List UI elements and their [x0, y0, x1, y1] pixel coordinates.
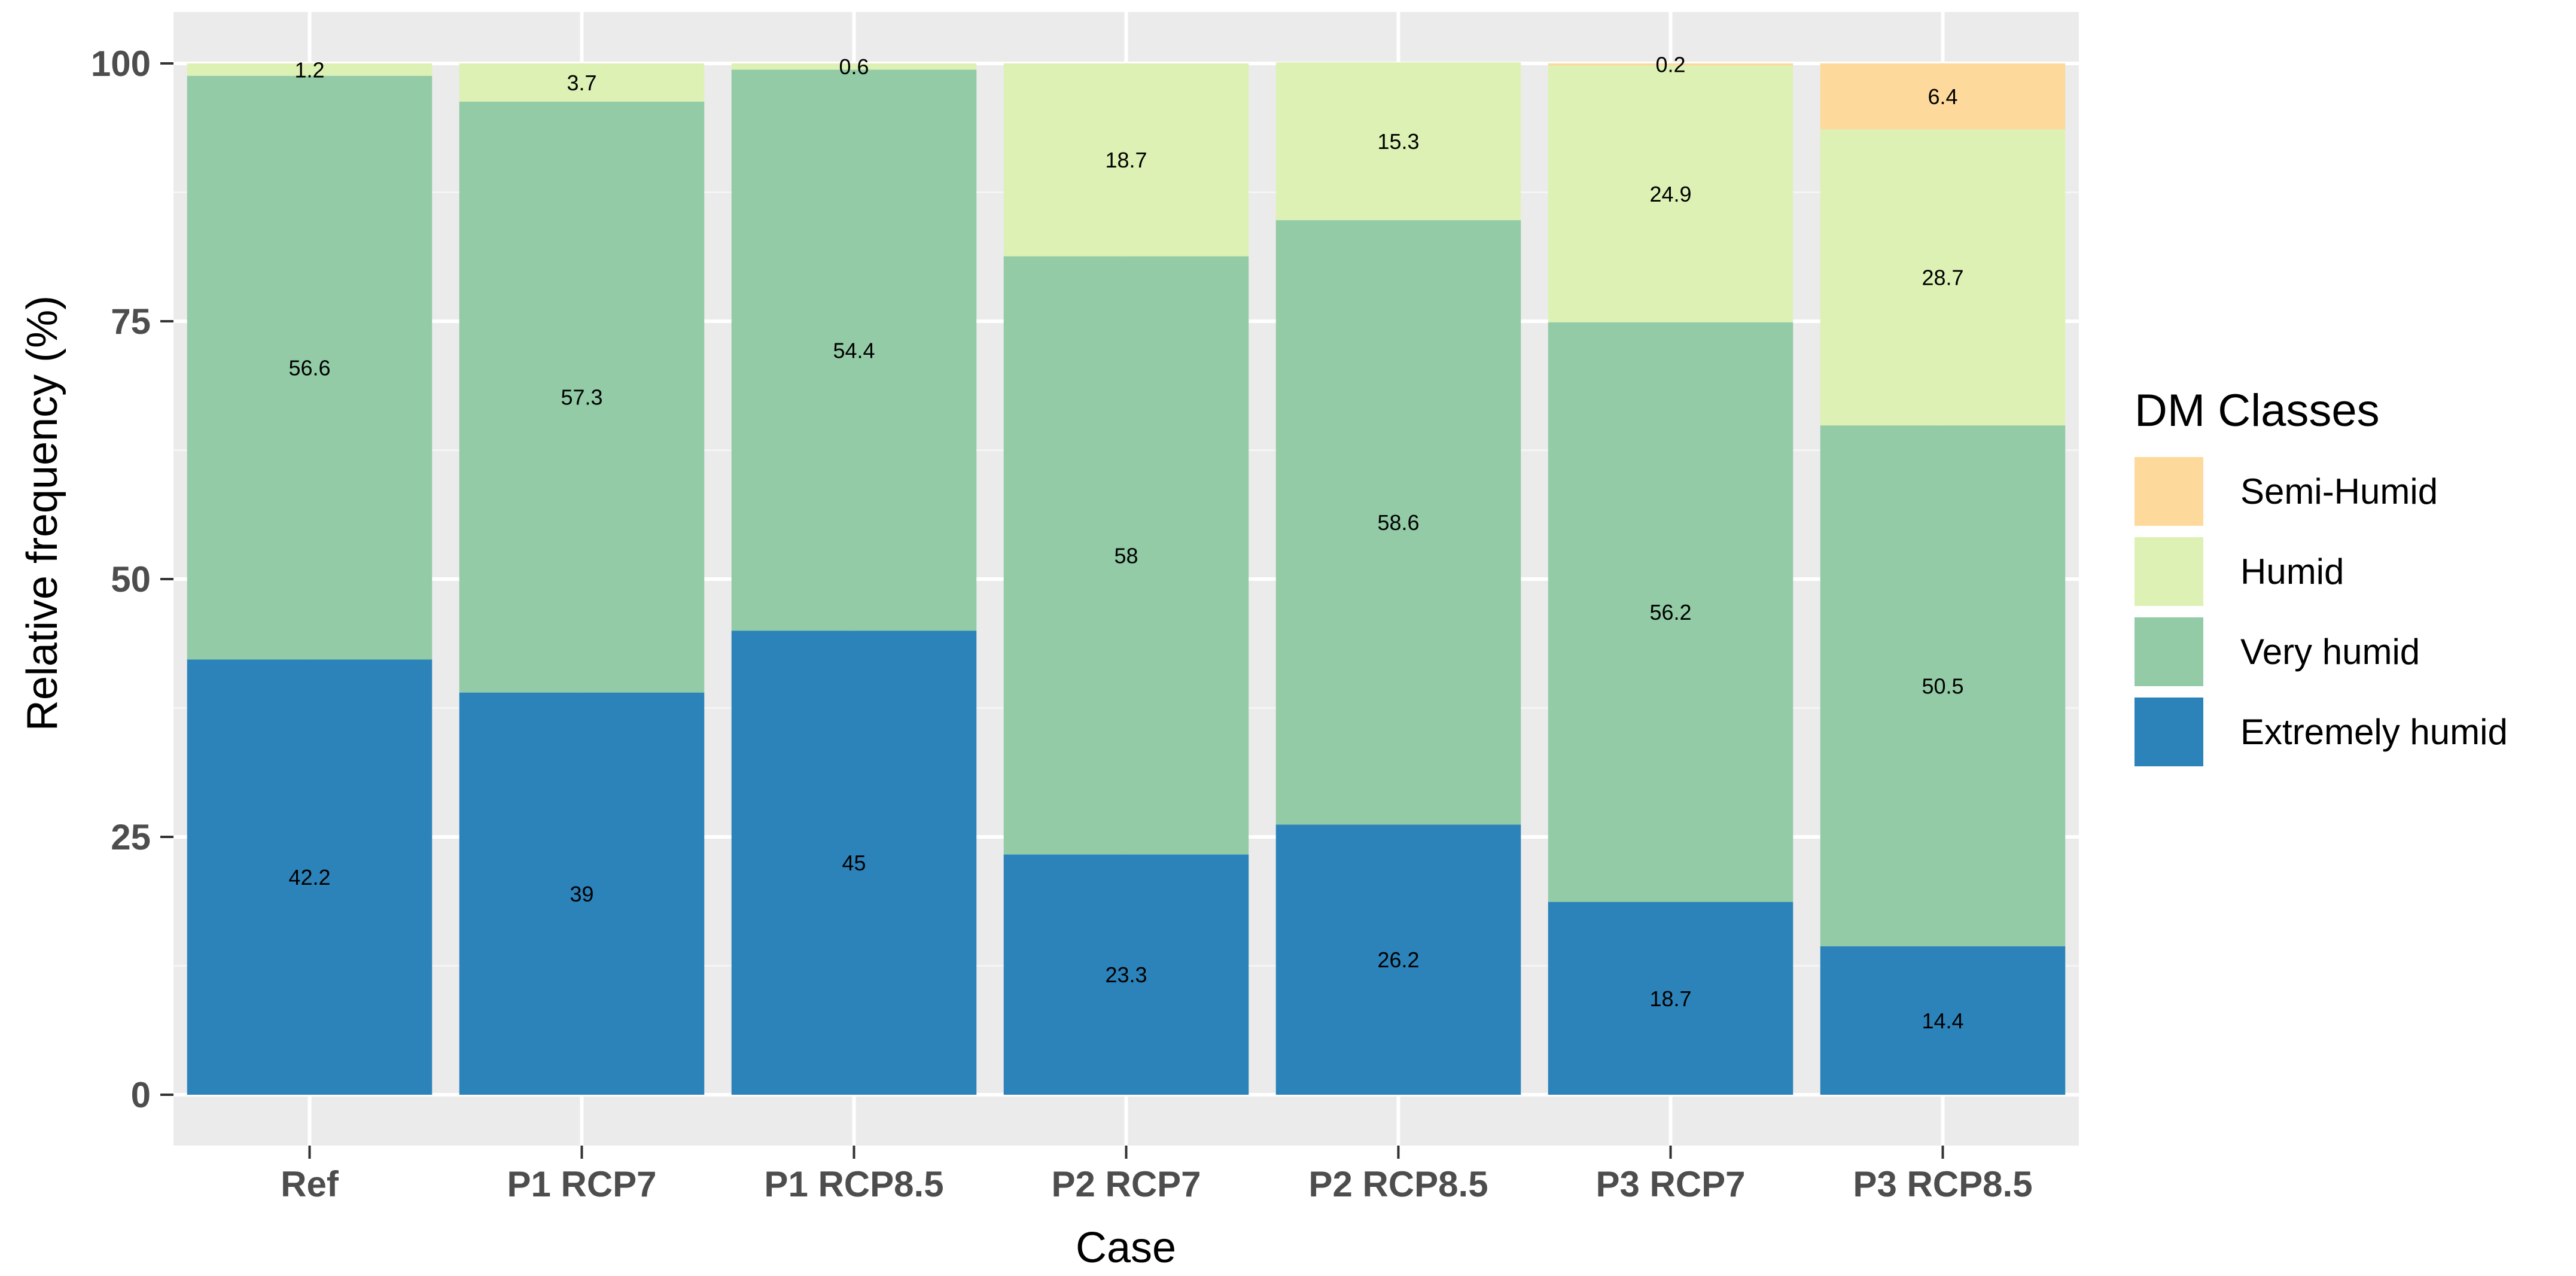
- y-axis-title: Relative frequency (%): [19, 296, 66, 731]
- x-tick-label: Ref: [281, 1164, 339, 1204]
- bar-value-label: 28.7: [1922, 266, 1963, 290]
- bar-segment: [459, 101, 705, 693]
- bar-segment: [731, 63, 977, 70]
- y-tick-label: 25: [111, 817, 151, 857]
- legend-label: Semi-Humid: [2240, 471, 2438, 511]
- y-tick-label: 75: [111, 302, 151, 342]
- legend-title: DM Classes: [2135, 385, 2380, 436]
- bar-segment: [1275, 220, 1521, 825]
- bar-segment: [1820, 63, 2066, 130]
- x-tick-label: P2 RCP8.5: [1308, 1164, 1488, 1204]
- legend-swatch: [2135, 617, 2203, 686]
- bar-segment: [1820, 946, 2066, 1095]
- bar-value-label: 18.7: [1649, 986, 1691, 1011]
- y-axis: 0 25 50 75 100: [91, 44, 173, 1115]
- x-tick-label: P1 RCP8.5: [764, 1164, 943, 1204]
- bar-segment: [187, 63, 433, 76]
- bar-segment: [187, 659, 433, 1095]
- bar-value-label: 0.6: [839, 54, 869, 79]
- bars: [187, 62, 2066, 1095]
- legend-swatch: [2135, 698, 2203, 766]
- y-tick-label: 100: [91, 44, 151, 84]
- bar-value-label: 54.4: [833, 338, 875, 363]
- bar-segment: [459, 692, 705, 1095]
- bar-segment: [1548, 902, 1794, 1095]
- bar-segment: [731, 631, 977, 1095]
- bar-value-label: 6.4: [1928, 84, 1957, 109]
- x-tick-label: P3 RCP7: [1595, 1164, 1745, 1204]
- bar-value-label: 26.2: [1377, 948, 1419, 972]
- bar-value-label: 0.2: [1655, 53, 1685, 77]
- bar-segment: [1275, 824, 1521, 1095]
- x-axis: Ref P1 RCP7 P1 RCP8.5 P2 RCP7 P2 RCP8.5 P3 RC…: [281, 1146, 2033, 1204]
- x-axis-title: Case: [1076, 1224, 1176, 1272]
- bar-value-label: 58: [1114, 543, 1138, 568]
- bar-segment: [1548, 65, 1794, 322]
- legend-label: Humid: [2240, 552, 2344, 592]
- bar-value-label: 15.3: [1377, 129, 1419, 154]
- bar-value-label: 45: [842, 851, 866, 875]
- x-tick-label: P1 RCP7: [507, 1164, 656, 1204]
- legend-label: Very humid: [2240, 632, 2420, 672]
- bar-data-labels: 42.2 56.6 1.2 39 57.3 3.7 45 54.4 0.6 23.3 58 18.7 2…: [288, 53, 1963, 1033]
- bar-segment: [1003, 854, 1249, 1095]
- bar-segment: [731, 69, 977, 631]
- bar-value-label: 14.4: [1922, 1009, 1963, 1033]
- bar-segment: [187, 75, 433, 660]
- bar-value-label: 24.9: [1649, 182, 1691, 206]
- legend: DM Classes Semi-Humid Humid Very humid Extr…: [2135, 385, 2508, 766]
- x-tick-label: P2 RCP7: [1051, 1164, 1201, 1204]
- bar-value-label: 18.7: [1105, 148, 1147, 172]
- bar-segment: [459, 63, 705, 102]
- bar-segment: [1548, 63, 1794, 66]
- bar-value-label: 39: [570, 882, 593, 906]
- bar-segment: [1003, 63, 1249, 257]
- bar-segment: [1275, 62, 1521, 221]
- bar-value-label: 50.5: [1922, 674, 1963, 698]
- x-tick-label: P3 RCP8.5: [1853, 1164, 2032, 1204]
- bar-value-label: 1.2: [294, 57, 324, 82]
- legend-swatch: [2135, 457, 2203, 526]
- y-tick-label: 50: [111, 559, 151, 599]
- bar-segment: [1820, 425, 2066, 946]
- bar-segment: [1003, 256, 1249, 855]
- legend-label: Extremely humid: [2240, 712, 2508, 752]
- bar-value-label: 56.2: [1649, 600, 1691, 625]
- bar-value-label: 58.6: [1377, 510, 1419, 535]
- legend-swatch: [2135, 537, 2203, 606]
- bar-value-label: 56.6: [288, 356, 330, 380]
- bar-value-label: 23.3: [1105, 963, 1147, 987]
- bar-value-label: 3.7: [567, 71, 596, 95]
- bar-segment: [1820, 129, 2066, 426]
- bar-value-label: 42.2: [288, 865, 330, 890]
- bar-value-label: 57.3: [561, 385, 602, 410]
- y-tick-label: 0: [131, 1075, 151, 1115]
- bar-segment: [1548, 322, 1794, 902]
